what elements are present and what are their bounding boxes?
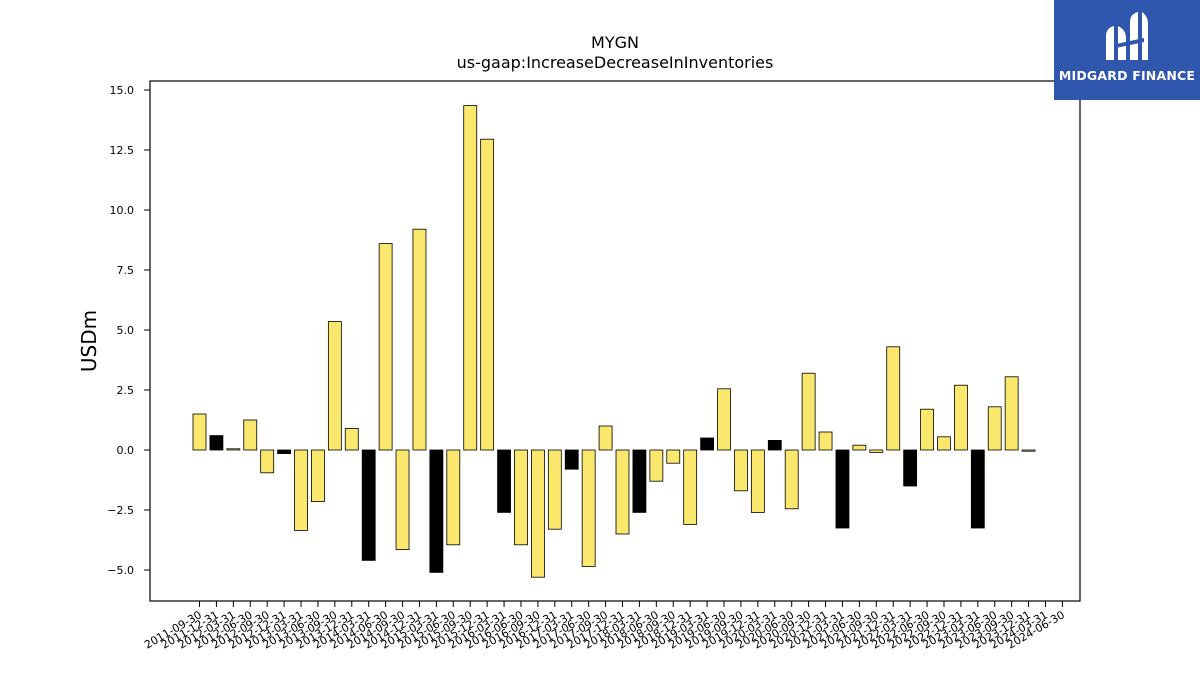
bar-2021-03-31 (835, 449, 850, 529)
bar-2015-03-31 (429, 449, 444, 573)
bar-2016-12-31 (547, 449, 562, 530)
bar-2022-06-30 (920, 408, 934, 451)
bar-2019-09-30 (734, 449, 748, 492)
plot-frame (149, 80, 1081, 602)
bars-layer (192, 105, 1036, 578)
bar-2022-03-31 (903, 449, 918, 487)
y-tick-label: 15.0 (110, 84, 135, 97)
bar-2018-12-31 (683, 449, 698, 525)
y-tick-label: −2.5 (107, 504, 134, 517)
bar-2020-09-30 (801, 372, 816, 451)
bar-2014-12-31 (412, 228, 427, 451)
midgard-logo-icon (1106, 12, 1148, 60)
bar-2022-09-30 (937, 436, 951, 451)
bar-2011-12-31 (209, 435, 224, 451)
bar-2012-03-31 (226, 448, 241, 451)
bar-2015-09-30 (463, 105, 478, 451)
bar-2023-06-30 (987, 406, 1002, 451)
bar-2014-03-31 (361, 449, 376, 561)
y-tick-label: 12.5 (110, 144, 135, 157)
y-tick-label: 0.0 (117, 444, 135, 457)
bar-2012-09-30 (260, 449, 275, 474)
bar-2012-12-31 (277, 449, 292, 454)
bar-2023-09-30 (1004, 376, 1019, 451)
y-tick-label: −5.0 (107, 564, 134, 577)
bar-2021-09-30 (869, 449, 884, 453)
bar-2018-09-30 (666, 449, 681, 464)
logo-text: MIDGARD FINANCE (1058, 68, 1196, 83)
y-axis-label: USDm (77, 310, 101, 372)
y-tick-label: 7.5 (117, 264, 135, 277)
y-ticks: 15.0 12.5 10.0 7.5 5.0 2.5 0.0 −2.5 −5.0 (107, 84, 150, 577)
bar-2018-06-30 (649, 449, 664, 482)
bar-2018-03-31 (632, 449, 647, 513)
bar-2012-06-30 (243, 419, 258, 451)
bar-2019-06-30 (717, 388, 731, 451)
bar-2014-06-30 (378, 243, 393, 451)
bar-2016-03-31 (497, 449, 511, 513)
bar-2019-03-31 (700, 437, 714, 451)
bar-2019-12-31 (750, 449, 765, 513)
chart-title: MYGN (591, 33, 639, 52)
bar-2011-09-30 (192, 413, 207, 451)
bar-2021-06-30 (852, 444, 867, 451)
x-ticks: 2011-09-302011-12-312012-03-312012-06-30… (142, 601, 1067, 652)
y-tick-label: 10.0 (110, 204, 135, 217)
bar-2017-03-31 (564, 449, 579, 470)
bar-2020-03-31 (767, 439, 782, 451)
bar-2015-06-30 (446, 449, 461, 546)
bar-2013-12-31 (344, 427, 359, 451)
bar-2017-09-30 (598, 425, 613, 451)
bar-2014-09-30 (395, 449, 410, 550)
bar-2020-12-31 (818, 431, 833, 451)
bar-2013-03-31 (294, 449, 308, 531)
bar-2022-12-31 (954, 384, 968, 451)
bar-2017-12-31 (615, 449, 630, 535)
midgard-finance-logo: MIDGARD FINANCE (1054, 0, 1200, 100)
bar-2015-12-31 (480, 138, 495, 451)
bar-2013-09-30 (327, 321, 342, 451)
chart-subtitle: us-gaap:IncreaseDecreaseInInventories (457, 53, 774, 72)
bar-2017-06-30 (581, 449, 596, 567)
bar-2020-06-30 (784, 449, 799, 510)
bar-2023-03-31 (970, 449, 985, 529)
bar-2013-06-30 (311, 449, 325, 502)
bar-2023-12-31 (1021, 449, 1036, 452)
bar-2016-09-30 (531, 449, 545, 578)
y-tick-label: 2.5 (117, 384, 135, 397)
y-tick-label: 5.0 (117, 324, 135, 337)
bar-2016-06-30 (514, 449, 528, 546)
bar-2021-12-31 (886, 346, 901, 451)
